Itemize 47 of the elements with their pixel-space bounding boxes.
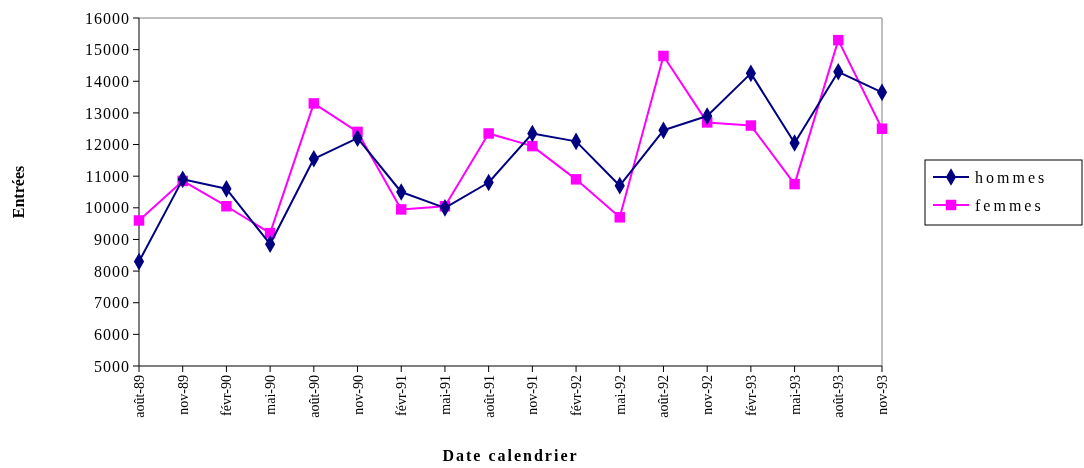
point xyxy=(570,174,582,185)
y-tick-label: 9000 xyxy=(94,231,130,249)
y-tick-label: 10000 xyxy=(85,199,130,217)
x-tick-label: août-91 xyxy=(481,375,497,418)
point xyxy=(789,178,800,190)
x-tick-label: févr-93 xyxy=(743,375,759,416)
point xyxy=(133,215,145,226)
x-tick-label: nov-90 xyxy=(350,375,366,415)
x-tick-label: févr-90 xyxy=(219,375,235,416)
y-tick-label: 12000 xyxy=(85,136,130,154)
y-tick-label: 15000 xyxy=(85,41,130,59)
point xyxy=(614,212,626,223)
x-tick-label: août-89 xyxy=(132,375,147,418)
legend-label: femmes xyxy=(975,196,1044,214)
y-tick-label: 6000 xyxy=(94,325,130,343)
y-tick-label: 14000 xyxy=(85,72,130,90)
x-tick-label: mai-92 xyxy=(612,375,628,415)
x-tick-label: nov-91 xyxy=(525,375,541,415)
y-tick-label: 11000 xyxy=(85,167,130,185)
x-tick-label: nov-92 xyxy=(700,375,716,415)
point xyxy=(745,120,757,131)
x-tick-label: févr-91 xyxy=(394,375,410,416)
point xyxy=(833,34,844,46)
point xyxy=(658,50,669,62)
x-tick-label: août-92 xyxy=(656,375,672,418)
legend-label: hommes xyxy=(975,168,1048,186)
point xyxy=(395,204,407,215)
x-tick-label: mai-93 xyxy=(787,375,803,415)
y-tick-label: 7000 xyxy=(94,294,130,312)
point xyxy=(483,128,494,139)
point xyxy=(527,140,538,152)
y-axis-title: Entrées xyxy=(10,165,27,219)
y-tick-label: 5000 xyxy=(94,357,130,375)
point xyxy=(876,123,888,134)
x-tick-label: mai-90 xyxy=(263,375,279,415)
x-tick-label: mai-91 xyxy=(437,375,453,415)
y-tick-label: 8000 xyxy=(94,262,130,280)
point xyxy=(308,98,320,109)
point xyxy=(221,200,232,212)
y-tick-label: 16000 xyxy=(85,9,130,27)
x-tick-label: nov-93 xyxy=(875,375,890,415)
x-axis-title: Date calendrier xyxy=(442,447,579,464)
x-tick-label: févr-92 xyxy=(569,375,585,416)
x-tick-label: nov-89 xyxy=(175,375,191,415)
x-tick-label: août-90 xyxy=(306,375,322,418)
x-tick-label: août-93 xyxy=(831,375,847,418)
y-tick-label: 13000 xyxy=(85,104,130,122)
